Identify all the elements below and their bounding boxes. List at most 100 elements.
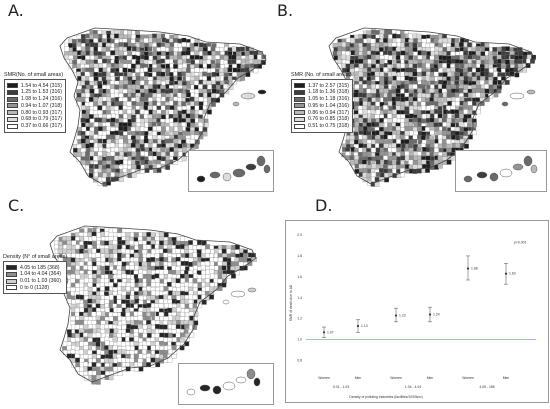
map-cell [154, 315, 160, 321]
map-cell [426, 139, 432, 145]
map-cell [374, 122, 380, 127]
map-cell [93, 71, 99, 77]
map-cell [429, 117, 435, 123]
map-cell [104, 227, 110, 233]
legend-swatch [6, 271, 17, 277]
map-cell [186, 83, 192, 89]
map-cell [404, 151, 410, 156]
map-cell [353, 92, 359, 98]
map-cell [194, 63, 200, 69]
map-cell [404, 110, 410, 115]
map-cell [139, 97, 145, 102]
panel-c: C. Density (N° of small areas) 4.05 to 1… [0, 196, 275, 408]
map-cell [202, 71, 208, 77]
map-cell [141, 232, 147, 238]
map-cell [198, 84, 203, 90]
map-cell [133, 274, 139, 279]
map-cell [169, 42, 175, 47]
map-cell [186, 68, 191, 74]
map-cell [349, 160, 355, 166]
map-cell [106, 155, 111, 161]
map-cell [122, 168, 128, 173]
map-cell [175, 256, 181, 262]
map-cell [106, 134, 111, 140]
map-cell [110, 39, 116, 44]
map-cell [395, 101, 401, 106]
map-cell [146, 282, 152, 287]
map-cell [93, 138, 99, 144]
map-cell [92, 337, 98, 343]
map-cell [375, 138, 381, 144]
map-cell [103, 358, 109, 364]
map-cell [446, 85, 452, 91]
map-cell [118, 101, 124, 106]
map-cell [349, 155, 355, 161]
map-cell [383, 143, 389, 149]
map-cell [177, 80, 183, 86]
map-cell [165, 165, 171, 170]
canary-island [476, 171, 488, 179]
map-cell [121, 303, 127, 309]
map-cell [421, 105, 426, 111]
map-cell [467, 117, 473, 123]
map-cell [505, 46, 511, 52]
map-cell [382, 105, 388, 110]
map-cell [430, 84, 435, 90]
map-cell [106, 96, 111, 102]
map-cell [118, 42, 124, 47]
map-cell [96, 370, 101, 376]
map-cell [401, 143, 406, 149]
map-cell [240, 75, 245, 81]
map-cell [85, 138, 91, 144]
map-cell [184, 303, 190, 309]
map-cell [370, 105, 376, 111]
map-cell [454, 92, 460, 98]
map-cell [79, 235, 84, 241]
canary-island [463, 175, 473, 183]
map-cell [92, 265, 98, 271]
map-cell [135, 96, 141, 102]
map-cell [131, 164, 136, 170]
y-axis-label: SMR of death due to AD [289, 284, 293, 321]
map-cell [134, 298, 140, 304]
map-cell [206, 109, 212, 115]
map-cell [221, 248, 227, 254]
map-cell [150, 329, 156, 335]
map-cell [400, 76, 405, 81]
map-cell [113, 320, 119, 326]
map-cell [125, 341, 130, 347]
map-cell [193, 80, 199, 86]
map-cell [150, 282, 156, 287]
map-cell [154, 298, 160, 304]
map-cell [446, 50, 452, 56]
legend-a-row: 1.25 to 1.53 (316) [7, 89, 62, 96]
map-cell [175, 315, 181, 321]
map-cell [98, 63, 104, 69]
map-cell [91, 375, 97, 381]
map-cell [408, 59, 414, 65]
map-cell [62, 248, 68, 254]
map-cell [138, 282, 143, 288]
map-cell [93, 33, 98, 39]
map-cell [480, 93, 486, 99]
map-cell [421, 50, 427, 56]
map-cell [96, 311, 102, 317]
map-cell [371, 59, 376, 65]
legend-b-title: SMR (No. of small areas) [291, 72, 352, 78]
map-cell [442, 63, 447, 68]
map-cell [113, 328, 119, 334]
map-cell [438, 79, 444, 85]
map-cell [99, 286, 105, 291]
map-cell [185, 117, 191, 123]
legend-label: 0.94 to 1.07 (318) [21, 102, 62, 109]
map-cell [161, 156, 166, 162]
legend-c-box: 4.05 to 185 (368) 1.04 to 4.04 (364) 0.01 … [3, 261, 68, 295]
legend-swatch [294, 89, 305, 95]
map-cell [446, 76, 452, 82]
map-cell [74, 311, 80, 317]
map-cell [118, 138, 124, 144]
map-cell [205, 248, 211, 254]
map-cell [467, 76, 473, 82]
map-cell [358, 58, 364, 64]
map-cell [184, 286, 189, 292]
